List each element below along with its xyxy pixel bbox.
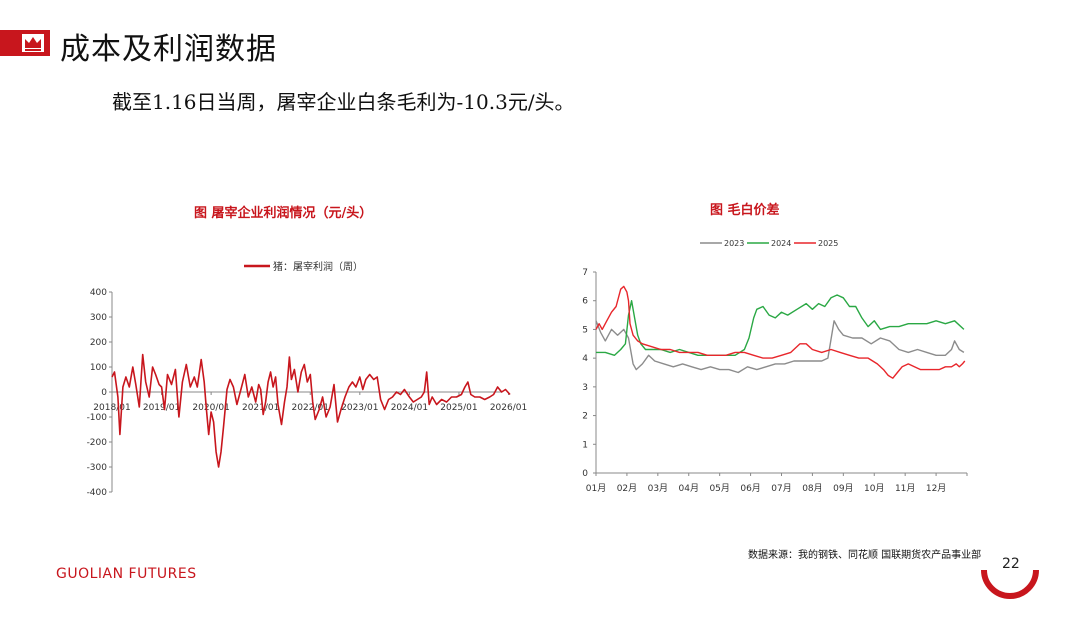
summary-text: 截至1.16日当周，屠宰企业白条毛利为-10.3元/头。 [112,90,575,114]
x-tick-label: 2019/01 [143,403,180,413]
x-tick-label: 2024/01 [391,403,428,413]
y-tick-label: 0 [582,469,588,479]
x-tick-label: 11月 [895,483,915,494]
y-tick-label: 300 [90,313,107,323]
legend-label: 2024 [771,239,791,248]
header-accent-bar [0,30,50,56]
x-tick-label: 09月 [833,483,853,494]
company-logo: GUOLIAN FUTURES [56,566,197,582]
x-tick-label: 10月 [864,483,884,494]
legend-label: 猪：屠宰利润（周） [273,260,363,273]
y-tick-label: 7 [582,268,588,278]
series-line-2024 [596,294,965,357]
x-tick-label: 2021/01 [242,403,279,413]
x-tick-label: 12月 [926,483,946,494]
y-tick-label: 5 [582,325,588,335]
series-line-2023 [595,320,965,374]
x-tick-label: 02月 [617,483,637,494]
page-arc-decoration [981,569,1039,599]
logo-text: GUOLIAN FUTURES [56,566,197,582]
x-tick-label: 2026/01 [490,403,527,413]
y-tick-label: -100 [87,413,108,423]
page-number: 22 [1002,556,1020,572]
price-spread-chart: 2023 2024 2025 0 1 2 3 4 5 6 7 01月 02月 03月 04月 05月 06月 07… [582,239,968,494]
slaughter-profit-chart: 猪：屠宰利润（周） 400 300 200 100 0 -100 -200 -300 -400 20… [87,260,528,498]
x-tick-label: 06月 [740,483,760,494]
chart1-title: 图 屠宰企业利润情况（元/头） [194,206,373,221]
page-title: 成本及利润数据 [60,32,277,67]
crown-icon [22,34,44,52]
x-tick-label: 07月 [771,483,791,494]
y-tick-label: 3 [582,383,588,393]
y-tick-label: 1 [582,440,588,450]
x-tick-label: 03月 [648,483,668,494]
y-tick-label: 400 [90,288,107,298]
y-tick-label: 200 [90,338,107,348]
x-tick-label: 2018/01 [93,403,130,413]
y-tick-label: 0 [101,388,107,398]
x-tick-label: 01月 [586,483,606,494]
series-line-slaughter-profit [111,353,511,468]
data-source: 数据来源：我的钢铁、同花顺 国联期货农产品事业部 [748,550,982,561]
y-tick-label: 6 [582,297,588,307]
chart2-title: 图 毛白价差 [710,203,780,218]
x-tick-label: 2025/01 [440,403,477,413]
y-tick-label: 4 [582,354,588,364]
series-line-2025 [595,285,966,379]
x-tick-label: 2022/01 [292,403,329,413]
y-tick-label: -300 [87,463,108,473]
x-tick-label: 05月 [709,483,729,494]
x-tick-label: 2020/01 [192,403,229,413]
x-tick-label: 04月 [679,483,699,494]
y-tick-label: -400 [87,488,108,498]
y-tick-label: 100 [90,363,107,373]
legend-label: 2023 [724,239,744,248]
legend-label: 2025 [818,239,838,248]
x-tick-label: 2023/01 [341,403,378,413]
y-tick-label: -200 [87,438,108,448]
y-tick-label: 2 [582,412,588,422]
x-tick-label: 08月 [802,483,822,494]
